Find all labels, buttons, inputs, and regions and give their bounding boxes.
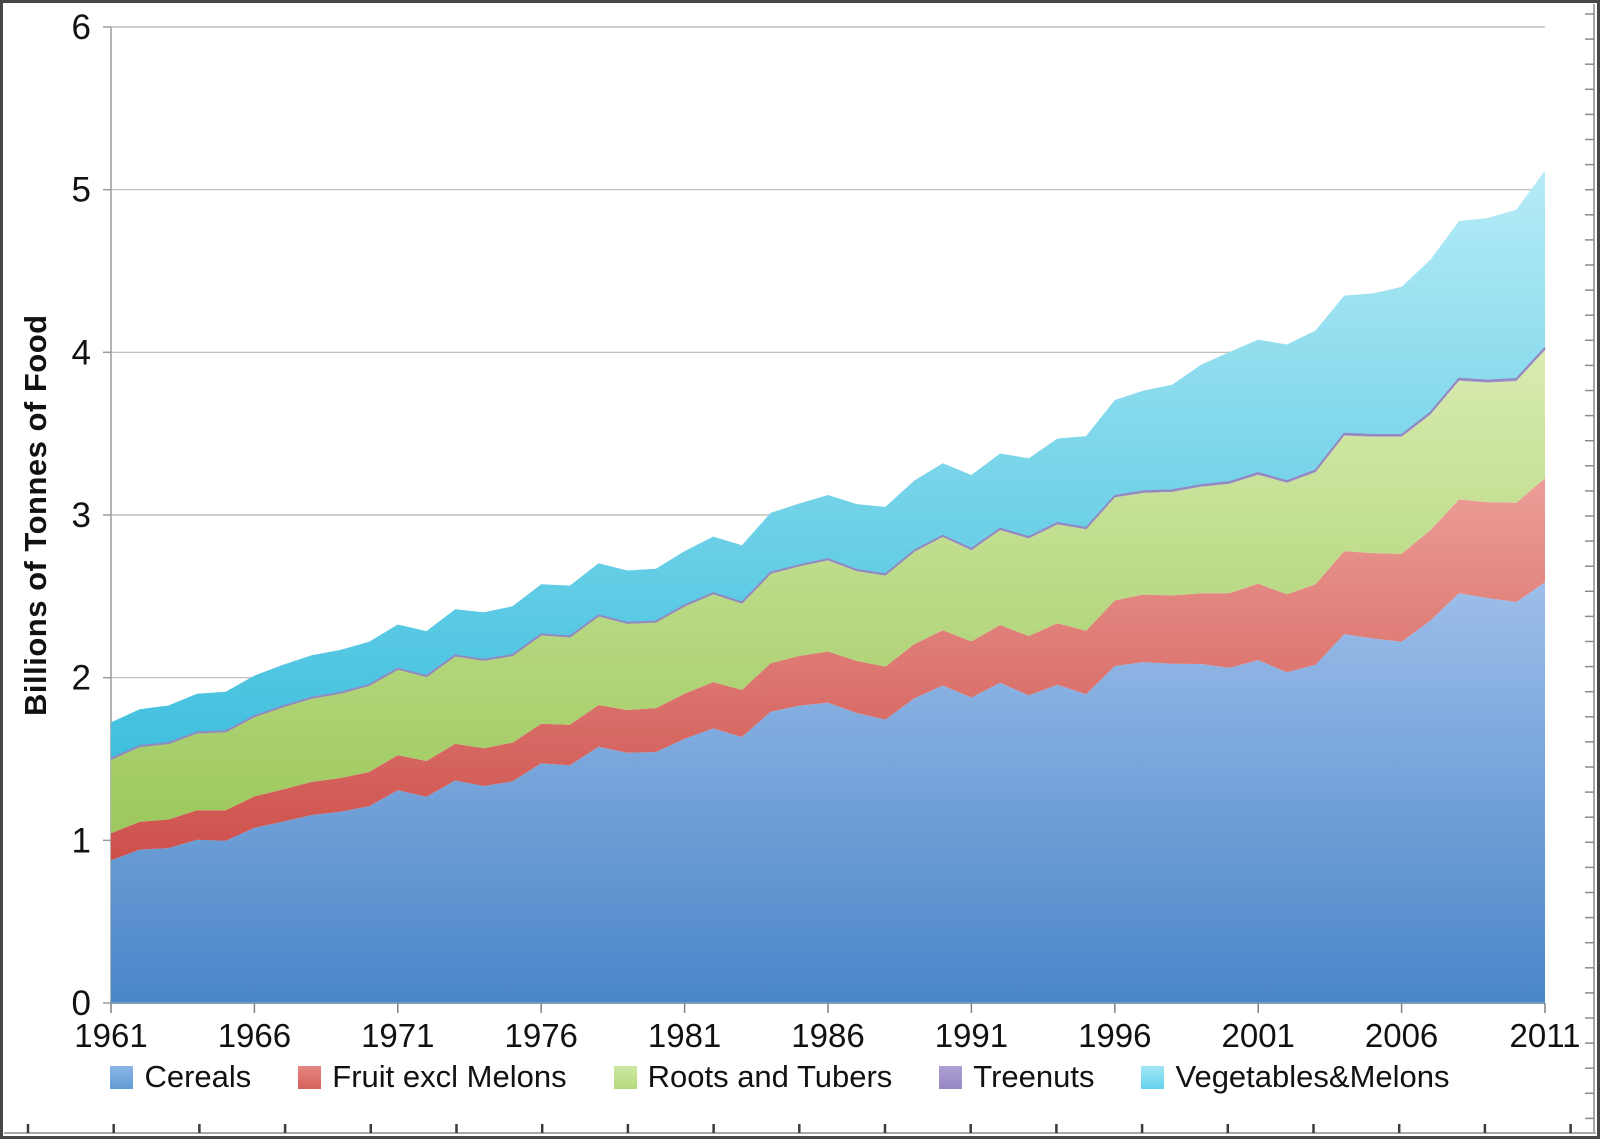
legend-item-vegetables-melons: Vegetables&Melons <box>1141 1059 1450 1095</box>
legend-item-roots-and-tubers: Roots and Tubers <box>613 1059 893 1095</box>
x-tick-label: 1961 <box>74 1017 147 1054</box>
y-tick-label: 5 <box>72 171 91 210</box>
legend-label-cereals: Cereals <box>144 1059 252 1094</box>
chart-legend: Cereals Fruit excl Melons Roots and Tubers… <box>0 1053 1560 1101</box>
legend-label-vegetables-melons: Vegetables&Melons <box>1175 1059 1450 1094</box>
area-band-vegetables-melons <box>111 170 1545 759</box>
area-band-roots-and-tubers <box>111 350 1545 834</box>
legend-label-treenuts: Treenuts <box>973 1059 1095 1094</box>
x-tick-label: 2006 <box>1365 1017 1438 1054</box>
y-tick-label: 4 <box>72 333 91 372</box>
legend-swatch-fruit-excl-melons <box>298 1065 322 1089</box>
legend-swatch-roots-and-tubers <box>613 1065 637 1089</box>
legend-item-cereals: Cereals <box>110 1059 251 1095</box>
y-tick-label: 6 <box>72 8 91 47</box>
legend-swatch-cereals <box>110 1065 134 1089</box>
area-band-fruit-excl-melons <box>111 478 1545 861</box>
legend-swatch-treenuts <box>939 1065 963 1089</box>
legend-label-fruit-excl-melons: Fruit excl Melons <box>332 1059 567 1094</box>
x-tick-label: 1981 <box>648 1017 721 1054</box>
x-tick-label: 1966 <box>218 1017 291 1054</box>
x-tick-label: 1991 <box>935 1017 1008 1054</box>
area-band-cereals <box>111 582 1545 1003</box>
x-tick-label: 1971 <box>361 1017 434 1054</box>
treenuts-boundary-line <box>110 347 1546 760</box>
y-tick-label: 1 <box>72 821 91 860</box>
x-tick-label: 2011 <box>1510 1017 1581 1054</box>
y-tick-label: 2 <box>72 659 91 698</box>
legend-item-fruit-excl-melons: Fruit excl Melons <box>298 1059 567 1095</box>
x-tick-label: 2001 <box>1221 1017 1294 1054</box>
x-tick-label: 1986 <box>791 1017 864 1054</box>
y-tick-label: 0 <box>72 984 91 1023</box>
y-tick-label: 3 <box>72 496 91 535</box>
x-tick-label: 1976 <box>504 1017 577 1054</box>
legend-swatch-vegetables-melons <box>1141 1065 1165 1089</box>
y-axis-title: Billions of Tonnes of Food <box>18 314 53 716</box>
legend-label-roots-and-tubers: Roots and Tubers <box>647 1059 893 1094</box>
x-tick-label: 1996 <box>1078 1017 1151 1054</box>
legend-item-treenuts: Treenuts <box>939 1059 1094 1095</box>
